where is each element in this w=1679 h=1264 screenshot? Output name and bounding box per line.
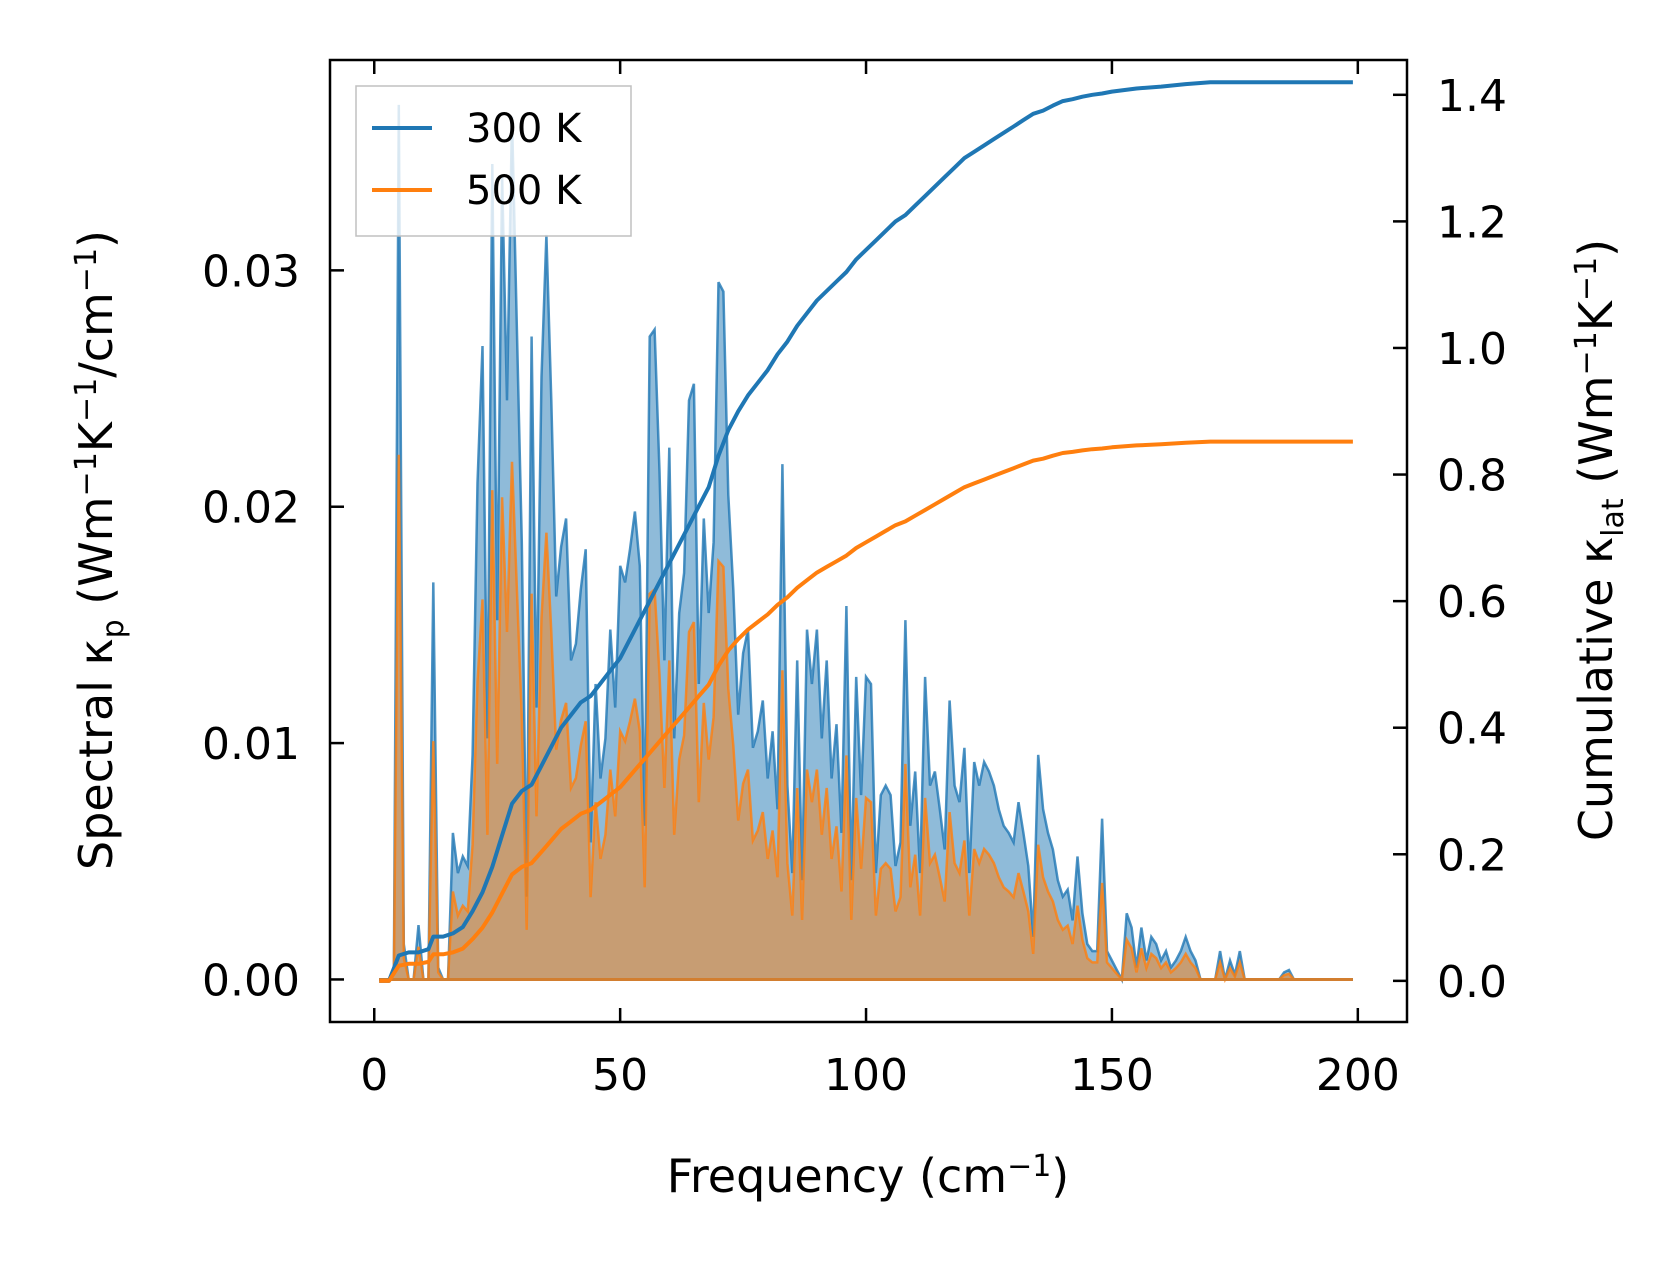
y-tick-label-right: 0.2 [1437, 830, 1507, 881]
legend-frame [355, 85, 632, 237]
y-tick-label-left: 0.03 [202, 246, 300, 297]
y-axis-label-right: Cumulative κlat (Wm−1K−1) [1569, 239, 1631, 841]
spectral-line-500k [379, 454, 1353, 984]
y-tick-label-right: 0.4 [1437, 704, 1507, 755]
y-tick-label-left: 0.02 [202, 483, 300, 534]
y-tick-label-right: 1.2 [1437, 197, 1507, 248]
spectral-fill-500k [379, 454, 1353, 980]
spectral-fills [379, 104, 1353, 984]
x-tick-label: 150 [1070, 1050, 1154, 1101]
legend-label-500k: 500 K [466, 168, 583, 214]
x-tick-label: 0 [360, 1050, 388, 1101]
legend: 300 K 500 K [355, 85, 632, 237]
y-tick-label-right: 0.8 [1437, 451, 1507, 502]
series-lines [379, 80, 1353, 983]
plot-frame [328, 58, 1409, 1024]
y-tick-label-left: 0.00 [202, 955, 300, 1006]
axis-ticks: 0 50 100 150 200 0.00 0.01 0.02 0.03 0.0 0.2 0.4 0.6… [202, 60, 1507, 1101]
legend-label-300k: 300 K [466, 106, 583, 152]
spectral-line-300k [379, 104, 1353, 984]
x-axis-label: Frequency (cm−1) [667, 1149, 1070, 1203]
cumulative-line-500k [379, 439, 1353, 983]
y-tick-label-left: 0.01 [202, 719, 300, 770]
y-tick-label-right: 1.4 [1437, 71, 1507, 122]
cumulative-line-300k [379, 80, 1353, 983]
x-tick-label: 100 [824, 1050, 908, 1101]
y-axis-label-left: Spectral κp (Wm−1K−1/cm−1) [69, 230, 131, 870]
x-tick-label: 50 [592, 1050, 648, 1101]
y-tick-label-right: 0.6 [1437, 577, 1507, 628]
y-tick-label-right: 0.0 [1437, 957, 1507, 1008]
y-tick-label-right: 1.0 [1437, 324, 1507, 375]
x-tick-label: 200 [1316, 1050, 1400, 1101]
